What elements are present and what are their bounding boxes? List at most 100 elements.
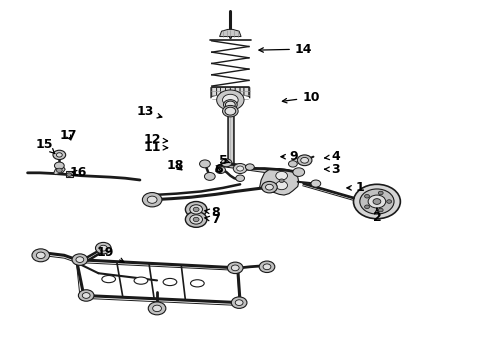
- Circle shape: [279, 179, 284, 183]
- Circle shape: [222, 105, 238, 117]
- Circle shape: [199, 160, 210, 168]
- Circle shape: [378, 208, 383, 212]
- Circle shape: [245, 164, 254, 170]
- Circle shape: [148, 302, 166, 315]
- Polygon shape: [260, 168, 299, 195]
- Circle shape: [311, 180, 321, 187]
- Ellipse shape: [191, 280, 204, 287]
- Polygon shape: [66, 171, 73, 177]
- Text: 12: 12: [144, 133, 168, 146]
- Text: 19: 19: [97, 246, 124, 262]
- Polygon shape: [230, 87, 235, 102]
- Circle shape: [190, 205, 202, 214]
- Text: 2: 2: [372, 208, 381, 224]
- Text: 5: 5: [219, 154, 230, 167]
- Circle shape: [263, 264, 271, 270]
- Circle shape: [185, 202, 207, 217]
- Circle shape: [54, 162, 64, 169]
- Circle shape: [99, 245, 107, 251]
- Circle shape: [225, 101, 235, 108]
- Circle shape: [56, 153, 62, 157]
- Circle shape: [36, 252, 45, 258]
- Polygon shape: [235, 87, 240, 99]
- Circle shape: [365, 194, 369, 198]
- Polygon shape: [220, 30, 241, 37]
- Circle shape: [32, 249, 49, 262]
- Circle shape: [225, 107, 236, 115]
- Ellipse shape: [163, 278, 177, 285]
- Polygon shape: [228, 113, 233, 166]
- Circle shape: [153, 305, 161, 312]
- Text: 4: 4: [325, 150, 340, 163]
- Polygon shape: [240, 87, 244, 98]
- Polygon shape: [225, 87, 230, 102]
- Circle shape: [221, 159, 232, 167]
- Circle shape: [236, 175, 245, 181]
- Circle shape: [259, 261, 275, 273]
- Circle shape: [193, 207, 199, 212]
- Circle shape: [289, 161, 297, 167]
- Text: 15: 15: [36, 138, 55, 154]
- Circle shape: [147, 196, 157, 203]
- Polygon shape: [220, 87, 225, 99]
- Circle shape: [223, 100, 237, 110]
- Circle shape: [373, 199, 381, 204]
- Polygon shape: [249, 87, 250, 98]
- Circle shape: [293, 168, 305, 176]
- Circle shape: [53, 150, 66, 159]
- Circle shape: [56, 168, 62, 172]
- Circle shape: [143, 193, 162, 207]
- Ellipse shape: [134, 277, 148, 284]
- Circle shape: [378, 191, 383, 195]
- Circle shape: [82, 293, 90, 298]
- Text: 14: 14: [259, 42, 313, 55]
- Text: 6: 6: [214, 163, 222, 176]
- Circle shape: [233, 163, 247, 174]
- Circle shape: [262, 181, 277, 193]
- Circle shape: [387, 200, 392, 203]
- Circle shape: [235, 300, 243, 306]
- Text: 18: 18: [167, 159, 184, 172]
- Circle shape: [266, 184, 273, 190]
- Circle shape: [276, 171, 288, 180]
- Text: 16: 16: [69, 166, 87, 179]
- Circle shape: [231, 297, 247, 309]
- Circle shape: [360, 189, 394, 214]
- Circle shape: [193, 217, 199, 222]
- Circle shape: [353, 184, 400, 219]
- Circle shape: [216, 166, 225, 174]
- Circle shape: [365, 205, 369, 208]
- Circle shape: [237, 166, 244, 171]
- Ellipse shape: [102, 275, 116, 283]
- Polygon shape: [244, 87, 249, 96]
- Polygon shape: [217, 87, 221, 98]
- Text: 7: 7: [205, 213, 220, 226]
- Circle shape: [231, 265, 239, 271]
- Circle shape: [227, 262, 243, 274]
- Text: 11: 11: [144, 141, 168, 154]
- Text: 3: 3: [325, 163, 340, 176]
- Text: 9: 9: [281, 150, 298, 163]
- Circle shape: [297, 155, 312, 166]
- Circle shape: [276, 181, 288, 190]
- Circle shape: [96, 242, 111, 254]
- Circle shape: [204, 172, 215, 180]
- Text: 10: 10: [282, 91, 319, 104]
- Circle shape: [190, 215, 202, 224]
- Circle shape: [368, 195, 386, 208]
- Polygon shape: [211, 87, 212, 98]
- Circle shape: [78, 290, 94, 301]
- Circle shape: [67, 173, 72, 176]
- Circle shape: [222, 94, 238, 106]
- Circle shape: [72, 254, 88, 265]
- Text: 13: 13: [136, 105, 162, 118]
- Circle shape: [76, 257, 84, 262]
- Polygon shape: [212, 87, 217, 96]
- Circle shape: [217, 90, 244, 110]
- Polygon shape: [53, 166, 65, 175]
- Circle shape: [301, 157, 309, 163]
- Circle shape: [185, 212, 207, 227]
- Text: 8: 8: [205, 206, 220, 219]
- Text: 17: 17: [59, 129, 77, 142]
- Polygon shape: [216, 166, 282, 173]
